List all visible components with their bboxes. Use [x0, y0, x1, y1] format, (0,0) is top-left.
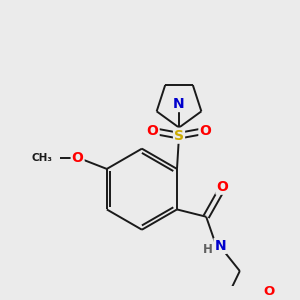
Text: N: N: [173, 97, 185, 111]
Text: CH₃: CH₃: [31, 153, 52, 163]
Text: N: N: [214, 239, 226, 253]
Text: O: O: [200, 124, 211, 138]
Text: H: H: [202, 243, 212, 256]
Text: O: O: [72, 151, 84, 165]
Text: O: O: [216, 180, 228, 194]
Text: O: O: [263, 285, 274, 298]
Text: S: S: [174, 129, 184, 143]
Text: O: O: [147, 124, 159, 138]
